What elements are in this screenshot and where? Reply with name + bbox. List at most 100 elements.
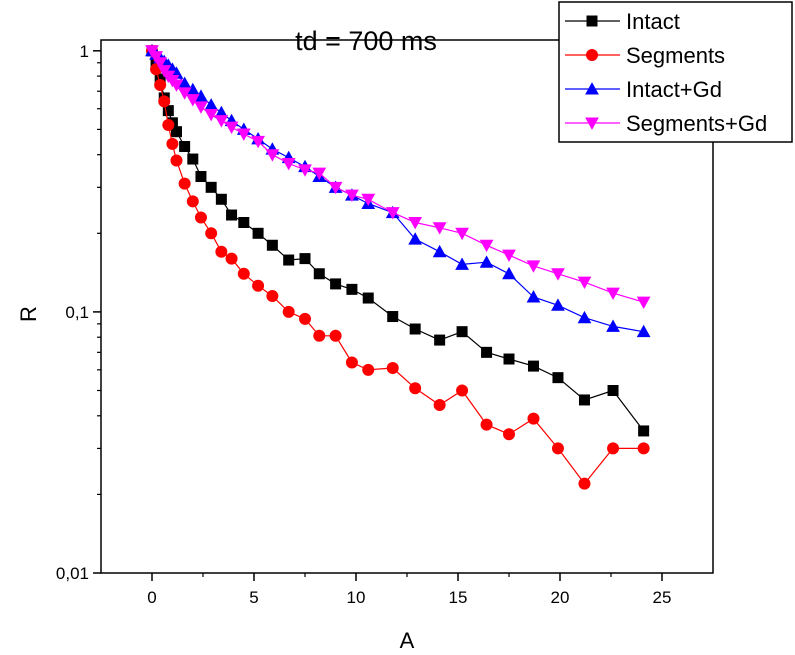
y-axis-label: R: [16, 306, 41, 322]
data-point: [204, 109, 219, 122]
data-point: [502, 266, 516, 280]
data-point: [178, 177, 191, 190]
x-tick-label: 15: [449, 588, 468, 607]
data-point: [299, 253, 311, 265]
legend-entry: Intact+Gd: [565, 77, 722, 102]
data-point: [526, 290, 541, 303]
data-point: [162, 105, 174, 117]
data-point: [607, 442, 620, 455]
data-point: [503, 353, 515, 365]
data-point: [187, 153, 199, 165]
data-point: [362, 363, 375, 376]
data-point: [361, 193, 376, 207]
data-point: [456, 326, 468, 338]
data-point: [552, 372, 564, 384]
y-tick-label: 0,1: [65, 303, 89, 322]
data-point: [409, 382, 422, 395]
data-point: [170, 154, 183, 167]
data-point: [282, 305, 295, 318]
data-point: [329, 329, 342, 342]
data-point: [577, 276, 592, 290]
data-point: [578, 477, 591, 490]
data-point: [578, 394, 590, 406]
data-point: [162, 118, 175, 131]
data-point: [434, 334, 446, 346]
data-point: [252, 279, 265, 292]
data-point: [409, 323, 421, 335]
data-point: [299, 312, 311, 325]
data-point: [408, 232, 423, 245]
data-point: [408, 216, 423, 230]
data-point: [607, 385, 619, 397]
data-point: [194, 101, 208, 114]
data-point: [527, 360, 539, 372]
data-point: [637, 442, 650, 455]
data-point: [225, 252, 238, 265]
data-point: [313, 329, 326, 342]
data-point: [252, 227, 264, 239]
data-point: [586, 49, 598, 61]
data-point: [636, 324, 651, 338]
data-point: [266, 290, 279, 303]
data-point: [526, 260, 541, 273]
data-point: [387, 311, 399, 323]
data-point: [158, 95, 171, 108]
data-point: [636, 296, 651, 310]
data-point: [238, 216, 250, 228]
data-point: [266, 239, 278, 251]
data-point: [456, 384, 469, 397]
data-point: [265, 149, 280, 162]
data-point: [215, 245, 228, 258]
data-point: [236, 128, 251, 141]
data-point: [345, 356, 358, 369]
data-point: [585, 117, 599, 130]
data-point: [237, 267, 250, 280]
chart-title: td = 700 ms: [295, 26, 437, 56]
legend-entry: Intact: [565, 9, 680, 34]
data-point: [362, 292, 374, 304]
data-point: [177, 87, 192, 100]
data-point: [432, 244, 447, 258]
data-point: [177, 76, 192, 89]
data-point: [185, 82, 200, 96]
x-axis: 0 5 10 15 20 25: [147, 573, 671, 607]
data-point: [166, 137, 179, 150]
x-tick-label: 20: [551, 588, 570, 607]
data-point: [480, 418, 493, 431]
data-point: [283, 254, 295, 266]
data-point: [433, 398, 446, 411]
x-axis-label: A: [400, 628, 415, 653]
data-point: [153, 57, 168, 70]
data-point: [204, 98, 219, 111]
legend: Intact Segments Intact+Gd Segments+Gd: [558, 1, 793, 143]
data-point: [312, 167, 327, 181]
data-point: [251, 135, 265, 149]
series-segments-gd: [145, 45, 651, 310]
data-point: [346, 283, 358, 295]
x-tick-label: 10: [347, 588, 366, 607]
x-tick-label: 0: [147, 588, 156, 607]
data-point: [386, 361, 399, 374]
legend-label: Intact: [626, 9, 680, 34]
x-tick-label: 25: [653, 588, 672, 607]
y-tick-label: 0,01: [56, 564, 89, 583]
y-tick-label: 1: [80, 42, 89, 61]
data-point: [179, 141, 191, 153]
data-point: [479, 239, 494, 253]
data-point: [638, 425, 650, 437]
data-point: [205, 227, 218, 240]
data-point: [215, 193, 227, 205]
data-point: [455, 227, 469, 241]
data-point: [185, 94, 200, 107]
data-point: [298, 164, 312, 177]
x-tick-label: 5: [249, 588, 258, 607]
data-point: [330, 278, 342, 290]
data-point: [214, 105, 229, 119]
plot-series: [145, 43, 651, 490]
data-point: [455, 257, 469, 270]
data-point: [479, 255, 494, 268]
data-point: [585, 82, 599, 95]
data-point: [345, 189, 359, 203]
data-point: [195, 171, 207, 183]
